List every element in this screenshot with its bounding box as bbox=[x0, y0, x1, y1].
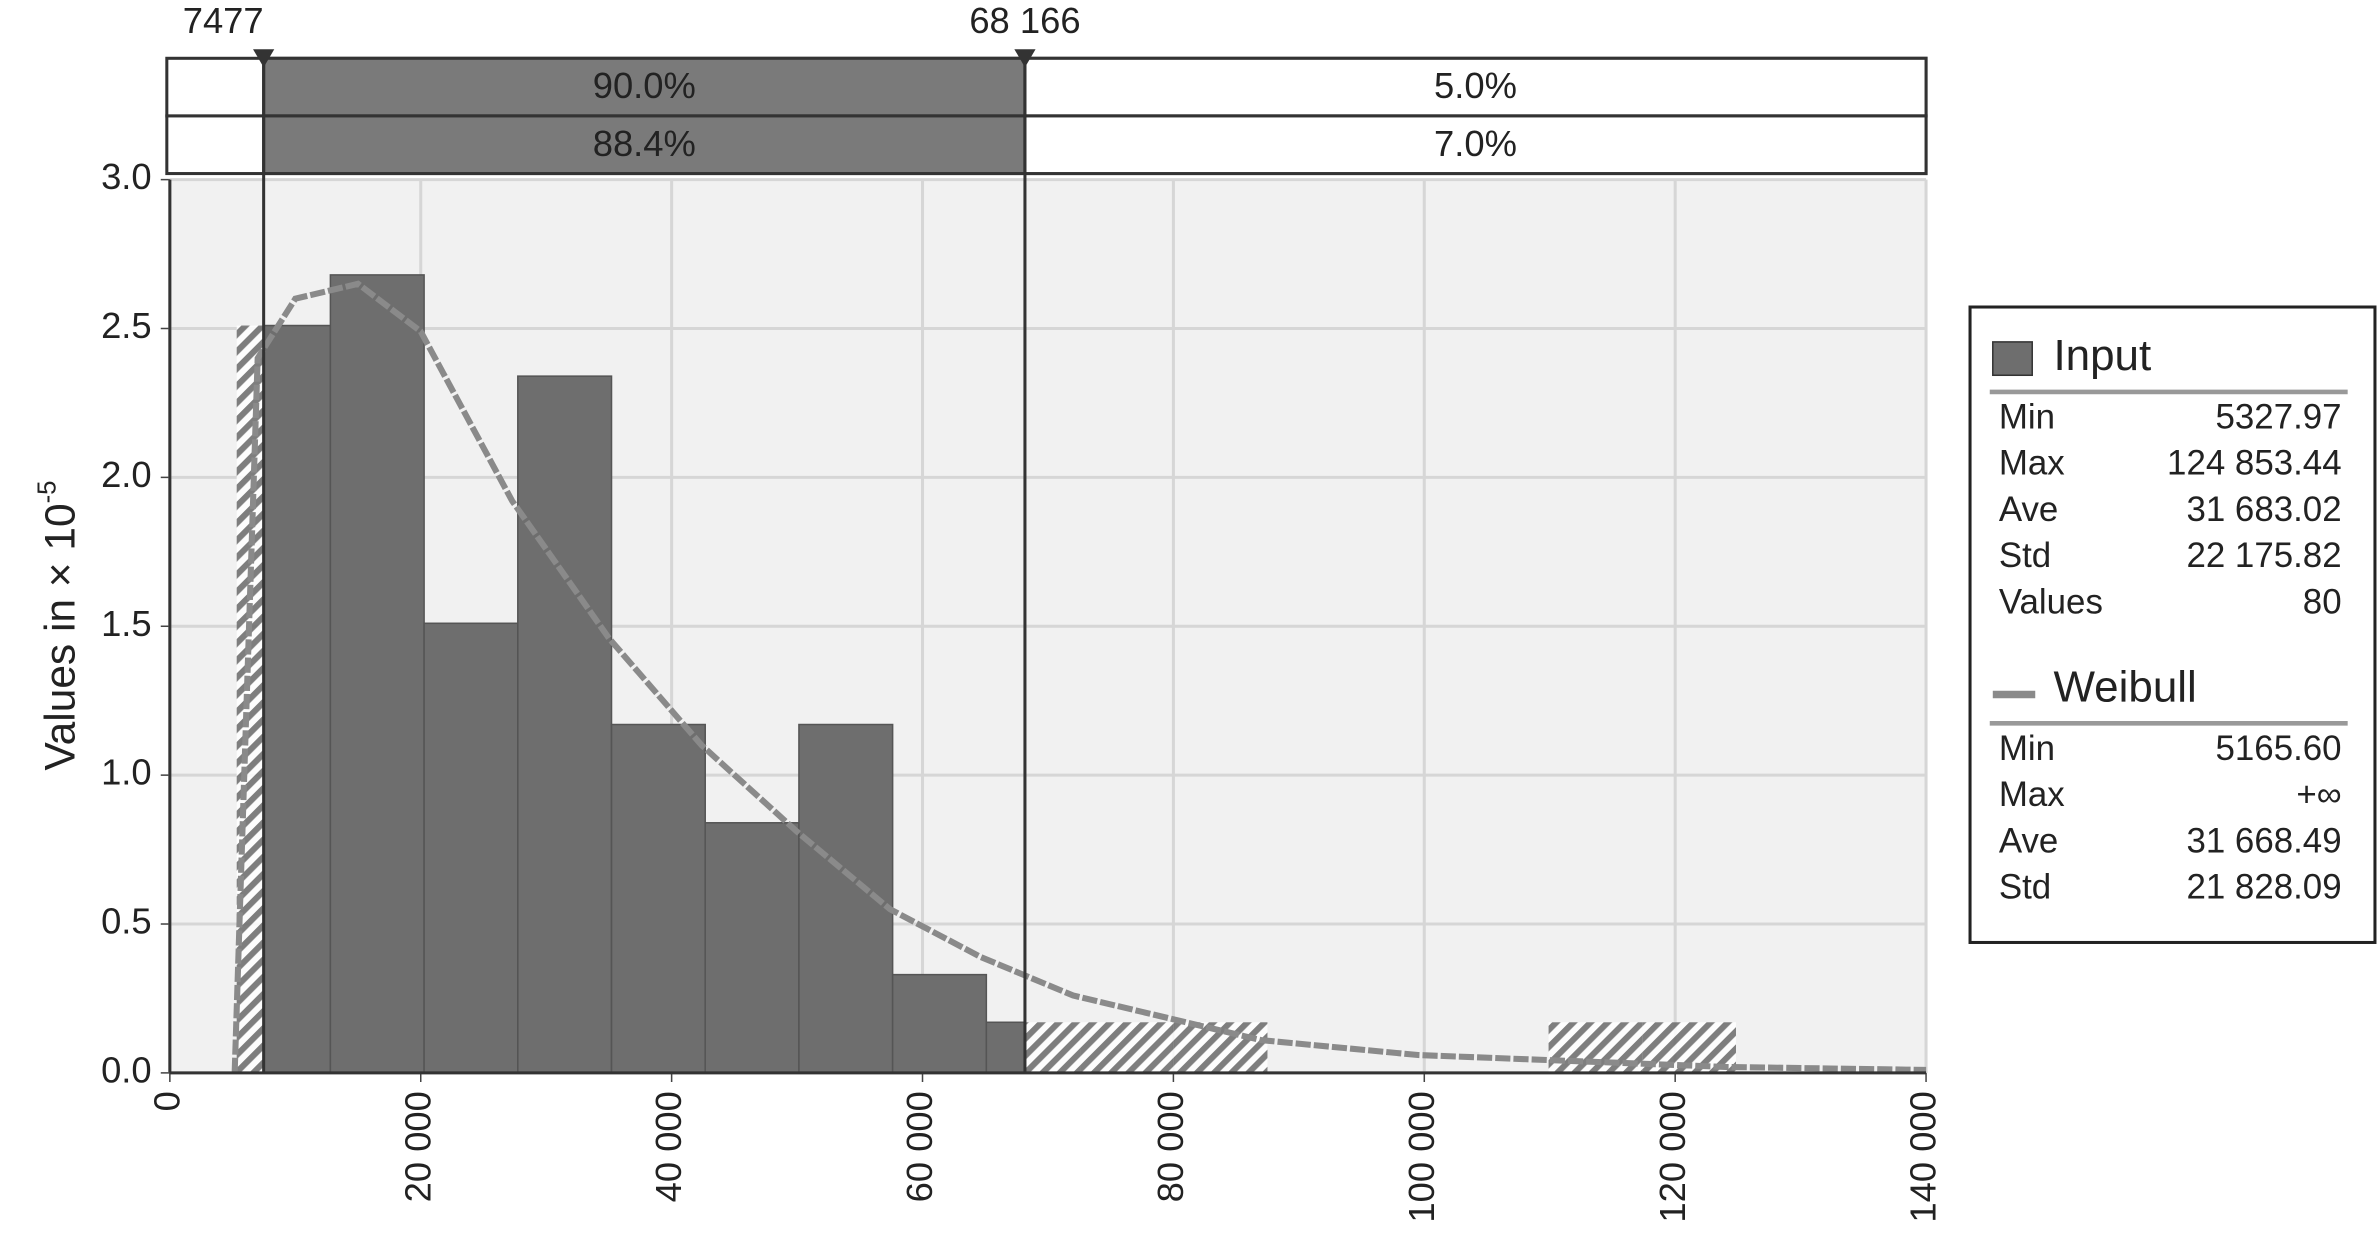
legend-stat-name: Std bbox=[1999, 868, 2051, 907]
delimiter-handle bbox=[1014, 49, 1036, 68]
legend-stat-value: 5327.97 bbox=[2216, 397, 2342, 436]
bar bbox=[704, 822, 800, 1074]
y-axis-label-exponent: -5 bbox=[33, 480, 61, 503]
y-tick-label: 0.0 bbox=[101, 1050, 152, 1091]
x-tick-label: 60 000 bbox=[899, 1091, 940, 1202]
legend-title: Input bbox=[2053, 331, 2151, 380]
legend-stat-name: Std bbox=[1999, 536, 2051, 575]
legend-stat-value: +∞ bbox=[2296, 775, 2341, 814]
y-tick-label: 1.0 bbox=[101, 752, 152, 793]
y-tick-label: 2.5 bbox=[101, 305, 152, 346]
x-tick-label: 0 bbox=[146, 1091, 187, 1111]
legend-stat-value: 22 175.82 bbox=[2186, 536, 2341, 575]
band-segment bbox=[1023, 114, 1928, 176]
fit-curve bbox=[231, 280, 1927, 1073]
legend-stat-value: 21 828.09 bbox=[2186, 868, 2341, 907]
x-tick-label: 100 000 bbox=[1401, 1091, 1442, 1223]
legend-title: Weibull bbox=[2053, 663, 2196, 712]
x-tick-label: 120 000 bbox=[1652, 1091, 1693, 1223]
bar bbox=[329, 274, 425, 1074]
y-tick-label: 3.0 bbox=[101, 156, 152, 197]
y-tick-label: 0.5 bbox=[101, 901, 152, 942]
legend-stat-value: 80 bbox=[2303, 582, 2342, 621]
band-label: 90.0% bbox=[593, 65, 696, 106]
bar-hatched bbox=[1080, 1022, 1174, 1073]
legend-swatch bbox=[1992, 341, 2033, 377]
delimiter-handle bbox=[253, 49, 275, 68]
bar bbox=[423, 622, 519, 1074]
legend-stat-name: Max bbox=[1999, 444, 2065, 483]
bar bbox=[610, 723, 706, 1074]
band-label: 7.0% bbox=[1434, 123, 1517, 164]
x-tick-label: 140 000 bbox=[1903, 1091, 1944, 1223]
bar bbox=[985, 1021, 1026, 1074]
legend-stat-name: Min bbox=[1999, 397, 2055, 436]
y-axis-label: Values in × 10-5 bbox=[33, 480, 84, 770]
bar bbox=[891, 973, 988, 1074]
legend-stat-name: Min bbox=[1999, 729, 2055, 768]
bar bbox=[517, 375, 613, 1074]
delimiter-label: 7477 bbox=[183, 0, 264, 41]
legend-stat-name: Ave bbox=[1999, 490, 2058, 529]
y-tick-label: 1.5 bbox=[101, 603, 152, 644]
bar bbox=[262, 324, 332, 1074]
x-tick-label: 40 000 bbox=[648, 1091, 689, 1202]
legend: Input Min 5327.97 Max 124 853.44 Ave 31 683.02… bbox=[1968, 305, 2377, 944]
legend-stat-name: Max bbox=[1999, 775, 2065, 814]
y-axis-label-text: Values in × 10 bbox=[37, 503, 84, 770]
legend-stat-name: Ave bbox=[1999, 821, 2058, 860]
legend-stat-value: 31 683.02 bbox=[2186, 490, 2341, 529]
x-tick-label: 20 000 bbox=[397, 1091, 438, 1202]
delimiter-label: 68 166 bbox=[969, 0, 1080, 41]
legend-box bbox=[1968, 305, 2377, 944]
legend-stat-value: 31 668.49 bbox=[2186, 821, 2341, 860]
y-tick-label: 2.0 bbox=[101, 454, 152, 495]
band-segment bbox=[262, 114, 1027, 176]
legend-stat-value: 5165.60 bbox=[2216, 729, 2342, 768]
legend-stat-value: 124 853.44 bbox=[2167, 444, 2342, 483]
band-label: 5.0% bbox=[1434, 65, 1517, 106]
x-tick-label: 80 000 bbox=[1150, 1091, 1191, 1202]
legend-stat-name: Values bbox=[1999, 582, 2103, 621]
band-label: 88.4% bbox=[593, 123, 696, 164]
